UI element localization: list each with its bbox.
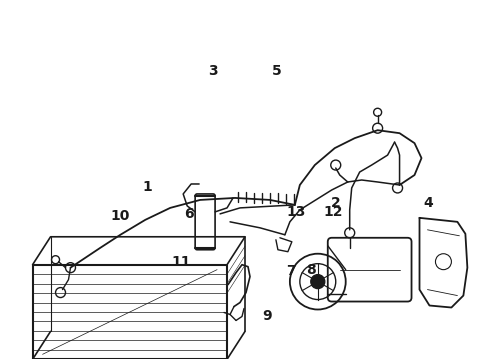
Circle shape: [311, 275, 325, 289]
Text: 10: 10: [111, 209, 130, 223]
Text: 2: 2: [331, 196, 340, 210]
Text: 6: 6: [184, 207, 194, 221]
Text: 11: 11: [172, 256, 191, 270]
Text: 7: 7: [287, 265, 296, 278]
Text: 1: 1: [143, 180, 152, 194]
Text: 12: 12: [323, 205, 343, 219]
Text: 5: 5: [272, 64, 282, 78]
Text: 9: 9: [262, 309, 272, 323]
Text: 13: 13: [287, 205, 306, 219]
Text: 4: 4: [423, 196, 433, 210]
Text: 3: 3: [208, 64, 218, 78]
Text: 8: 8: [306, 263, 316, 276]
